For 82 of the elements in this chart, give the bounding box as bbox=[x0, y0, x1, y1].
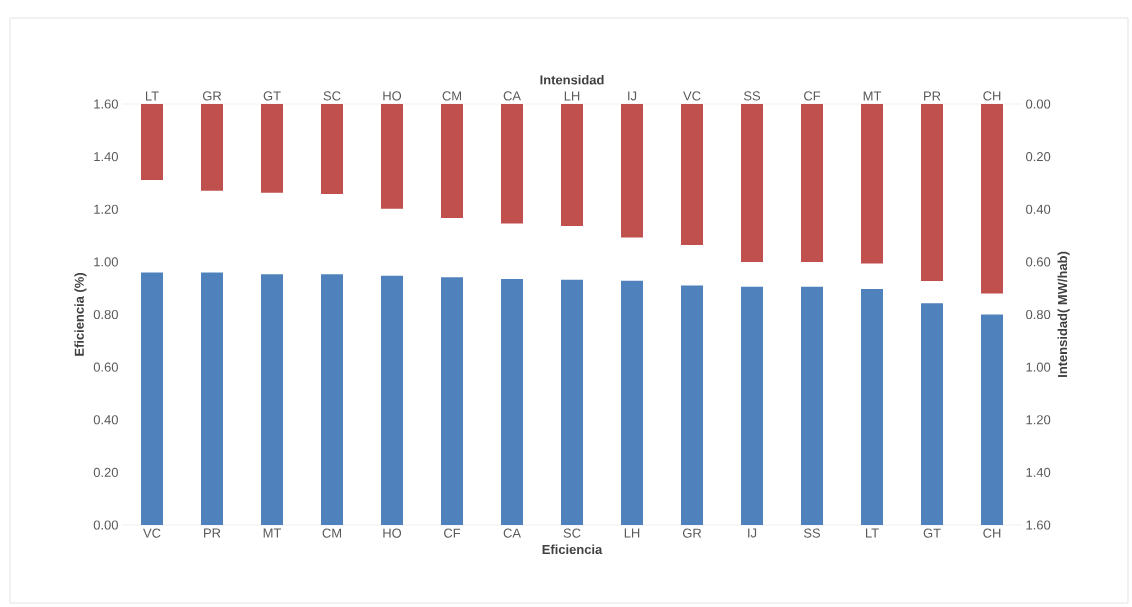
y-tick-label: 1.40 bbox=[94, 152, 118, 162]
bar bbox=[381, 104, 403, 209]
bar bbox=[801, 286, 824, 525]
y-tick-label: 0.80 bbox=[93, 309, 118, 320]
bar bbox=[561, 279, 583, 525]
bar bbox=[921, 104, 944, 282]
bar bbox=[321, 274, 343, 525]
y-tick-label: 0.80 bbox=[1026, 309, 1051, 320]
x-tick-label: GT bbox=[263, 91, 281, 101]
x-axis-title: Intensidad bbox=[540, 74, 604, 85]
x-tick-label: HO bbox=[383, 528, 402, 538]
x-tick-label: CF bbox=[804, 91, 821, 101]
x-tick-label: LT bbox=[865, 528, 879, 538]
x-tick-label: SS bbox=[743, 91, 761, 101]
x-tick-label: PR bbox=[924, 91, 941, 101]
bar bbox=[441, 277, 463, 525]
x-tick-label: CA bbox=[503, 528, 521, 538]
x-tick-label: CA bbox=[503, 91, 521, 101]
x-tick-label: MT bbox=[863, 91, 882, 101]
bar bbox=[741, 286, 764, 525]
bar bbox=[621, 280, 643, 525]
y-tick-label: 1.40 bbox=[1026, 467, 1051, 477]
bar bbox=[861, 288, 884, 525]
y-axis-title: Eficiencia (%) bbox=[74, 273, 87, 356]
y-tick-label: 0.20 bbox=[93, 467, 118, 477]
x-tick-label: GT bbox=[923, 528, 941, 538]
x-tick-label: CM bbox=[322, 528, 342, 538]
bar bbox=[801, 104, 824, 262]
x-tick-label: SC bbox=[563, 528, 581, 538]
bar bbox=[681, 104, 704, 246]
bar bbox=[321, 104, 343, 194]
x-tick-label: IJ bbox=[748, 528, 757, 538]
bar bbox=[201, 104, 223, 191]
y-tick-label: 1.00 bbox=[94, 257, 118, 267]
bar bbox=[741, 104, 764, 262]
y-tick-label: 0.60 bbox=[1026, 257, 1051, 267]
x-axis-title: Eficiencia bbox=[542, 544, 603, 555]
x-tick-label: CH bbox=[983, 528, 1001, 538]
y-tick-label: 1.60 bbox=[1026, 520, 1051, 530]
bar bbox=[921, 303, 944, 525]
y-tick-label: 1.20 bbox=[1026, 415, 1051, 425]
bar bbox=[141, 272, 163, 525]
bar bbox=[201, 272, 223, 525]
y-tick-label: 1.00 bbox=[1026, 362, 1051, 372]
x-tick-label: MT bbox=[263, 528, 282, 538]
x-tick-label: LH bbox=[624, 528, 640, 538]
y-tick-label: 0.00 bbox=[93, 520, 118, 530]
y-tick-label: 1.20 bbox=[94, 204, 118, 214]
x-tick-label: SS bbox=[803, 528, 821, 538]
bar bbox=[561, 104, 583, 227]
bar bbox=[981, 314, 1004, 525]
x-tick-label: VC bbox=[683, 91, 701, 101]
bar bbox=[141, 104, 163, 181]
bar bbox=[441, 104, 463, 218]
x-tick-label: VC bbox=[143, 528, 161, 538]
x-tick-label: CF bbox=[444, 528, 461, 538]
y-tick-label: 1.60 bbox=[94, 99, 118, 109]
bar bbox=[261, 274, 283, 525]
bar bbox=[501, 104, 523, 224]
bar bbox=[981, 104, 1004, 294]
y-tick-label: 0.00 bbox=[1026, 99, 1051, 109]
x-tick-label: GR bbox=[682, 528, 702, 538]
y-axis-title: Intensidad( MW/hab) bbox=[1057, 251, 1070, 377]
x-tick-label: IJ bbox=[628, 91, 637, 101]
x-tick-label: HO bbox=[383, 91, 402, 101]
y-tick-label: 0.40 bbox=[1026, 204, 1051, 214]
x-tick-label: CM bbox=[442, 91, 462, 101]
bar bbox=[261, 104, 283, 193]
y-tick-label: 0.40 bbox=[93, 415, 118, 425]
x-tick-label: PR bbox=[204, 528, 221, 538]
y-tick-label: 0.20 bbox=[1026, 152, 1051, 162]
x-tick-label: LT bbox=[145, 91, 159, 101]
bar bbox=[381, 275, 403, 525]
x-tick-label: SC bbox=[323, 91, 341, 101]
x-tick-label: LH bbox=[564, 91, 580, 101]
y-tick-label: 0.60 bbox=[93, 362, 118, 372]
x-tick-label: CH bbox=[983, 91, 1001, 101]
bar bbox=[621, 104, 644, 238]
bar bbox=[681, 285, 703, 525]
bar bbox=[861, 104, 884, 264]
bar bbox=[501, 278, 523, 525]
x-tick-label: GR bbox=[202, 91, 222, 101]
